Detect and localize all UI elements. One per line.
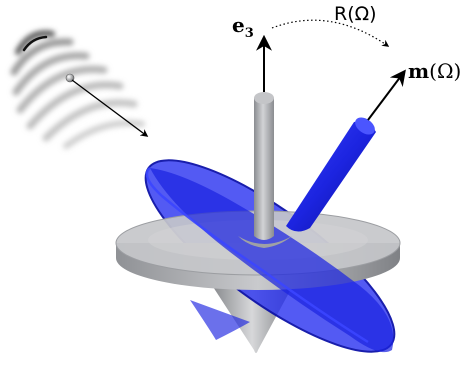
blue-axis-rod: [286, 117, 376, 232]
rotation-label: R(Ω): [334, 3, 377, 25]
blue-disk-front: [145, 167, 394, 353]
gray-axis-rod: [238, 92, 292, 248]
wave-arc-dark: [22, 35, 48, 52]
e3-label: e3: [232, 13, 254, 41]
rotation-arc: [271, 19, 390, 47]
wave-source: [10, 30, 149, 149]
m-label: m(Ω): [408, 59, 461, 83]
m-arrow: [367, 69, 406, 121]
incident-arrow: [71, 79, 149, 137]
